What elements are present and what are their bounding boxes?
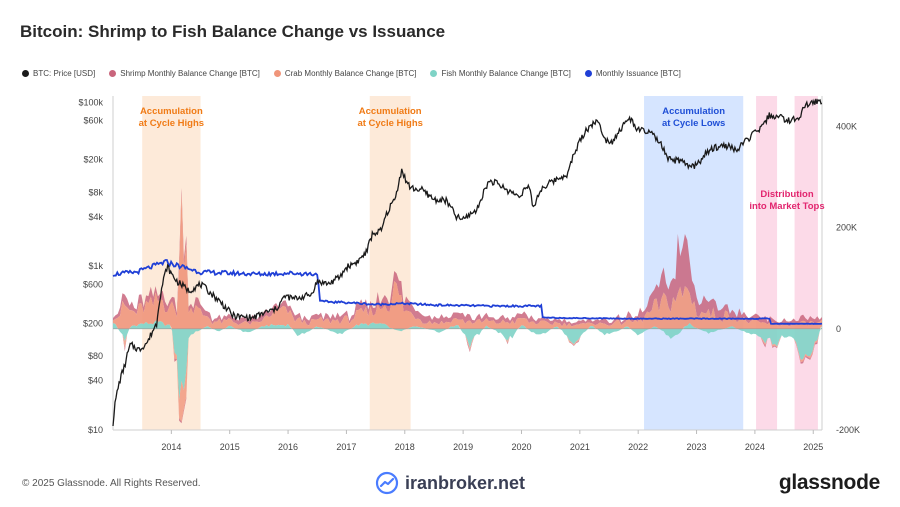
y-left-tick-label: $20k [83, 155, 103, 165]
y-left-tick-label: $200 [83, 318, 103, 328]
legend-label: Crab Monthly Balance Change [BTC] [284, 69, 417, 78]
legend-item[interactable]: Monthly Issuance [BTC] [584, 69, 681, 78]
band-annotation: Accumulation at Cycle Lows [662, 106, 725, 129]
y-left-tick-label: $600 [83, 279, 103, 289]
highlight-band [756, 96, 778, 430]
annotation-line: at Cycle Highs [139, 118, 204, 129]
y-right-tick-label: 400K [836, 121, 857, 131]
x-tick-label: 2017 [336, 442, 356, 452]
x-tick-label: 2019 [453, 442, 473, 452]
legend-swatch [584, 70, 592, 77]
y-left-tick-label: $60k [83, 116, 103, 126]
annotation-line: Accumulation [359, 106, 422, 117]
highlight-band [794, 96, 818, 430]
x-tick-label: 2014 [161, 442, 181, 452]
annotation-line: at Cycle Highs [357, 118, 422, 129]
band-annotation: Distribution into Market Tops [749, 189, 824, 212]
x-tick-label: 2020 [511, 442, 531, 452]
legend-label: Fish Monthly Balance Change [BTC] [441, 69, 571, 78]
x-tick-label: 2024 [745, 442, 765, 452]
legend-swatch [273, 70, 281, 77]
x-tick-label: 2022 [628, 442, 648, 452]
brand-logo: glassnode [778, 471, 880, 494]
annotation-line: at Cycle Lows [662, 118, 725, 129]
y-left-tick-label: $40 [88, 376, 103, 386]
legend-label: Monthly Issuance [BTC] [595, 69, 681, 78]
shrimp-area [113, 187, 822, 327]
band-annotation: Accumulation at Cycle Highs [139, 106, 204, 129]
legend-label: BTC: Price [USD] [33, 69, 96, 78]
y-left-tick-label: $8k [88, 187, 103, 197]
x-tick-label: 2025 [803, 442, 823, 452]
y-left-tick-label: $10 [88, 425, 103, 435]
y-left-tick-label: $1k [88, 261, 103, 271]
annotation-line: Accumulation [140, 106, 203, 117]
legend-swatch [22, 70, 29, 77]
annotation-line: Accumulation [662, 106, 725, 117]
watermark: iranbroker.net [375, 471, 525, 495]
highlight-band [369, 96, 411, 430]
x-tick-label: 2023 [687, 442, 707, 452]
y-left-tick-label: $100k [78, 97, 103, 107]
legend-swatch [430, 70, 438, 77]
y-right-tick-label: -200K [836, 425, 860, 435]
crab-area [113, 193, 822, 329]
watermark-text: iranbroker.net [405, 472, 526, 493]
fish-area [113, 320, 822, 400]
chart-legend: BTC: Price [USD] Shrimp Monthly Balance C… [22, 69, 681, 78]
copyright-text: © 2025 Glassnode. All Rights Reserved. [22, 478, 201, 489]
x-tick-label: 2021 [570, 442, 590, 452]
chart-trend-icon [375, 471, 399, 495]
y-left-tick-label: $80 [88, 351, 103, 361]
highlight-band [644, 96, 744, 430]
y-right-tick-label: 0 [836, 324, 841, 334]
band-annotation: Accumulation at Cycle Highs [357, 106, 422, 129]
price-line [112, 98, 823, 427]
y-left-tick-label: $4k [88, 212, 103, 222]
legend-item[interactable]: BTC: Price [USD] [22, 69, 95, 78]
x-tick-label: 2018 [395, 442, 415, 452]
legend-item[interactable]: Crab Monthly Balance Change [BTC] [273, 69, 417, 78]
issuance-line [112, 259, 823, 325]
y-right-tick-label: 200K [836, 223, 857, 233]
x-tick-label: 2016 [278, 442, 298, 452]
annotation-line: Distribution [760, 189, 813, 200]
chart-title: Bitcoin: Shrimp to Fish Balance Change v… [20, 22, 446, 41]
legend-swatch [109, 70, 117, 77]
legend-item[interactable]: Shrimp Monthly Balance Change [BTC] [109, 69, 260, 78]
legend-item[interactable]: Fish Monthly Balance Change [BTC] [430, 69, 571, 78]
legend-label: Shrimp Monthly Balance Change [BTC] [120, 69, 260, 78]
x-tick-label: 2015 [220, 442, 240, 452]
annotation-line: into Market Tops [749, 201, 824, 212]
